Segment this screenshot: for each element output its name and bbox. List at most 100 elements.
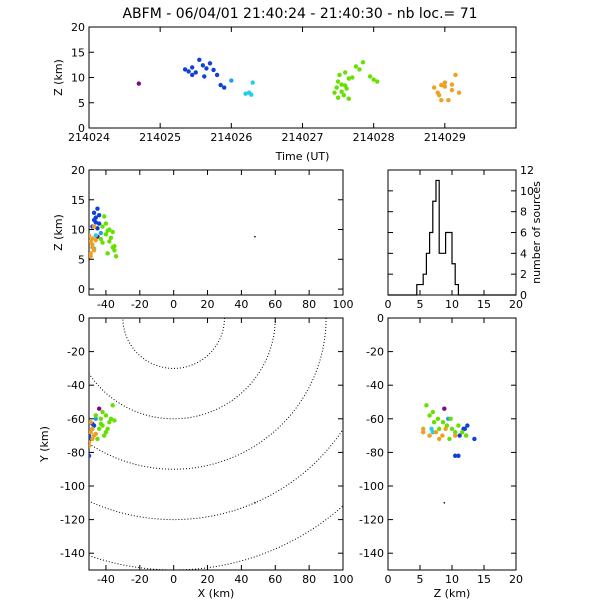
y-tick-label: -40	[67, 379, 85, 392]
data-point	[421, 426, 426, 432]
data-point	[343, 83, 348, 88]
x-tick-label: 60	[268, 298, 282, 311]
y-tick-label: -60	[67, 413, 85, 426]
data-point	[339, 89, 344, 94]
data-point	[91, 224, 97, 229]
data-point	[96, 406, 102, 411]
data-point	[456, 423, 461, 428]
x-axis-label: X (km)	[198, 587, 235, 600]
data-point	[443, 426, 448, 432]
y-tick-label: 8	[520, 206, 527, 219]
data-point	[100, 409, 105, 415]
data-point	[430, 409, 435, 415]
x-tick-label: 100	[333, 298, 354, 311]
data-point	[460, 430, 465, 435]
data-point	[93, 413, 98, 418]
y-tick-label: 0	[78, 283, 85, 296]
y-tick-label: 10	[520, 185, 534, 198]
x-tick-label: -40	[97, 298, 115, 311]
data-point	[102, 214, 107, 219]
data-point	[112, 248, 117, 253]
series-cyan	[429, 426, 435, 435]
data-point	[371, 77, 376, 82]
data-point	[91, 210, 97, 216]
data-point	[334, 85, 339, 90]
x-tick-label: 100	[333, 573, 354, 586]
x-tick-label: -20	[131, 298, 149, 311]
y-tick-label: 6	[520, 227, 527, 240]
x-tick-label: 214027	[282, 131, 324, 144]
data-point	[357, 67, 362, 72]
x-tick-label: 0	[385, 573, 392, 586]
data-point	[472, 436, 477, 442]
series-blue	[453, 423, 477, 458]
x-tick-label: 0	[385, 298, 392, 311]
y-tick-label: -100	[60, 480, 85, 493]
series-lightblue	[93, 416, 98, 421]
data-point	[89, 430, 93, 435]
data-point	[103, 430, 109, 435]
data-point	[89, 440, 92, 445]
data-point	[444, 423, 450, 428]
panel-time-height: 214024 214025 214026 214027 214028 214029 0 5 10…	[52, 21, 517, 163]
x-tick-label: 80	[302, 298, 316, 311]
data-point	[453, 433, 458, 438]
data-point	[112, 418, 117, 423]
data-point	[112, 243, 117, 249]
y-tick-label: 4	[520, 247, 527, 260]
data-point	[427, 433, 432, 438]
x-tick-label: 0	[170, 573, 177, 586]
y-tick-label: -120	[60, 514, 85, 527]
figure-title: ABFM - 06/04/01 21:40:24 - 21:40:30 - nb…	[122, 6, 477, 22]
series-purple	[136, 81, 142, 86]
data-point	[98, 236, 104, 242]
data-point	[435, 416, 441, 421]
data-point	[346, 76, 351, 81]
data-point	[200, 63, 206, 68]
data-point	[90, 236, 95, 241]
series-lightblue	[98, 230, 104, 236]
data-point	[229, 78, 234, 83]
data-point	[439, 98, 444, 103]
data-point	[93, 215, 98, 220]
data-point	[442, 80, 448, 85]
data-point	[110, 229, 115, 235]
data-point	[90, 242, 95, 247]
y-tick-label: 20	[71, 164, 85, 177]
data-point	[346, 96, 351, 101]
data-point	[90, 436, 95, 442]
x-tick-label: -40	[97, 573, 115, 586]
series-cyan	[243, 80, 255, 97]
y-tick-label: 2	[520, 268, 527, 281]
x-tick-label: 20	[201, 573, 215, 586]
y-tick-label: -60	[366, 413, 384, 426]
x-tick-label: 214028	[353, 131, 395, 144]
data-point	[449, 426, 455, 432]
data-point	[107, 419, 112, 425]
data-point	[89, 233, 92, 238]
data-point	[89, 251, 93, 256]
data-point	[95, 226, 100, 231]
data-point	[449, 87, 455, 93]
data-point	[457, 433, 462, 438]
data-point	[453, 72, 458, 78]
y-tick-label: 10	[71, 224, 85, 237]
y-tick-label: -20	[67, 346, 85, 359]
data-point	[250, 80, 255, 85]
data-point	[207, 61, 213, 66]
data-point	[93, 220, 98, 225]
plots: 214024 214025 214026 214027 214028 214029 0 5 10…	[38, 21, 543, 600]
data-point	[108, 235, 114, 241]
data-point	[350, 75, 355, 80]
y-tick-label: 0	[377, 312, 384, 325]
x-tick-label: 20	[509, 298, 523, 311]
data-point	[447, 436, 452, 442]
y-tick-label: 15	[71, 194, 85, 207]
series-purple	[442, 406, 447, 411]
y-tick-label: 5	[78, 97, 85, 110]
data-point	[249, 92, 254, 97]
data-point	[431, 85, 437, 90]
y-tick-label: 10	[71, 72, 85, 85]
data-point	[105, 251, 110, 256]
data-point	[463, 433, 469, 438]
